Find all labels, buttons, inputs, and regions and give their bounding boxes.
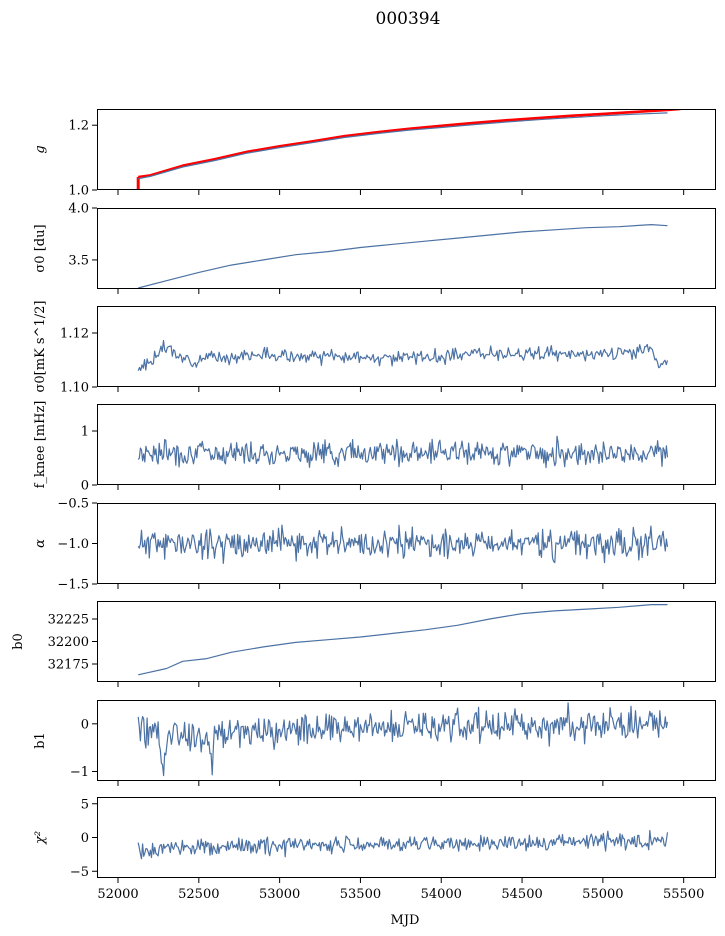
panel-2: 3.5 4.0 σ0 [du]: [33, 202, 716, 294]
y-tick-label: 5: [81, 797, 89, 812]
y-tick-label: 1.12: [60, 327, 89, 342]
x-tick-label: 52500: [178, 887, 219, 902]
panel-frame: [97, 797, 716, 878]
x-tick-label: 53000: [259, 887, 300, 902]
y-axis-label: f_knee [mHz]: [33, 401, 48, 489]
series-line-2-1: [138, 224, 668, 289]
panel-frame: [97, 700, 716, 781]
series-line-8-1: [137, 829, 669, 860]
series-line-3-1: [137, 339, 669, 372]
panel-4: 0 1 f_knee [mHz]: [33, 401, 716, 494]
y-axis-label: σ0 [du]: [33, 224, 48, 272]
series-line-1-2: [138, 112, 668, 180]
y-tick-label: 1.2: [68, 119, 89, 134]
y-tick-label: 1.10: [60, 381, 89, 396]
y-axis-label: g: [33, 145, 48, 153]
y-tick-label: 0: [81, 717, 89, 732]
panel-frame: [97, 404, 716, 485]
series-line-4-1: [137, 435, 669, 469]
y-axis-label: α: [33, 539, 48, 548]
y-tick-label: −1.0: [57, 537, 89, 552]
y-axis-label: χ²: [33, 831, 48, 845]
y-tick-label: −1.5: [57, 578, 89, 593]
panel-frame: [97, 601, 716, 682]
x-tick-label: 52000: [97, 887, 138, 902]
series-line-6-1: [138, 604, 668, 676]
panel-frame: [97, 109, 716, 190]
y-tick-label: −5: [70, 865, 89, 880]
series-line-5-1: [137, 524, 669, 564]
y-tick-label: 32175: [48, 658, 89, 673]
y-tick-label: −0.5: [57, 497, 89, 512]
y-tick-label: 0: [81, 831, 89, 846]
panel-3: 1.10 1.12 σ0[mK s^1/2]: [33, 301, 716, 396]
y-tick-label: 32225: [48, 613, 89, 628]
panel-frame: [97, 306, 716, 387]
x-tick-label: 55500: [663, 887, 704, 902]
x-tick-label: 54500: [501, 887, 542, 902]
y-tick-label: 0: [81, 479, 89, 494]
series-line-7-1: [137, 702, 669, 777]
y-tick-label: −1: [70, 765, 89, 780]
panel-frame: [97, 503, 716, 584]
figure-title: 000394: [376, 9, 441, 29]
y-tick-label: 1: [81, 425, 89, 440]
panels: 1.0 1.2 g 3.5 4.0 σ0 [du] 1.10 1.12 σ0[mK s^1/2]…: [11, 109, 716, 902]
panel-6: 32175 32200 32225 b0: [11, 601, 716, 687]
y-axis-label: σ0[mK s^1/2]: [33, 301, 48, 393]
panel-1: 1.0 1.2 g: [33, 109, 716, 199]
panel-5: −1.5 −1.0 −0.5 α: [33, 497, 716, 593]
x-tick-label: 53500: [340, 887, 381, 902]
y-axis-label: b0: [11, 633, 26, 650]
x-tick-label: 55000: [582, 887, 623, 902]
panel-frame: [97, 208, 716, 289]
y-tick-label: 32200: [48, 635, 89, 650]
y-tick-label: 3.5: [68, 253, 89, 268]
panel-7: −1 0 b1: [33, 700, 716, 786]
x-axis-label: MJD: [391, 913, 420, 928]
series-line-1-1: [138, 109, 681, 179]
x-tick-label: 54000: [421, 887, 462, 902]
y-tick-label: 1.0: [68, 184, 89, 199]
panel-8: −5 0 5 52000 52500 53000 53500 54000 54500 55000 5…: [33, 797, 716, 902]
y-tick-label: 4.0: [68, 202, 89, 217]
y-axis-label: b1: [33, 732, 48, 749]
